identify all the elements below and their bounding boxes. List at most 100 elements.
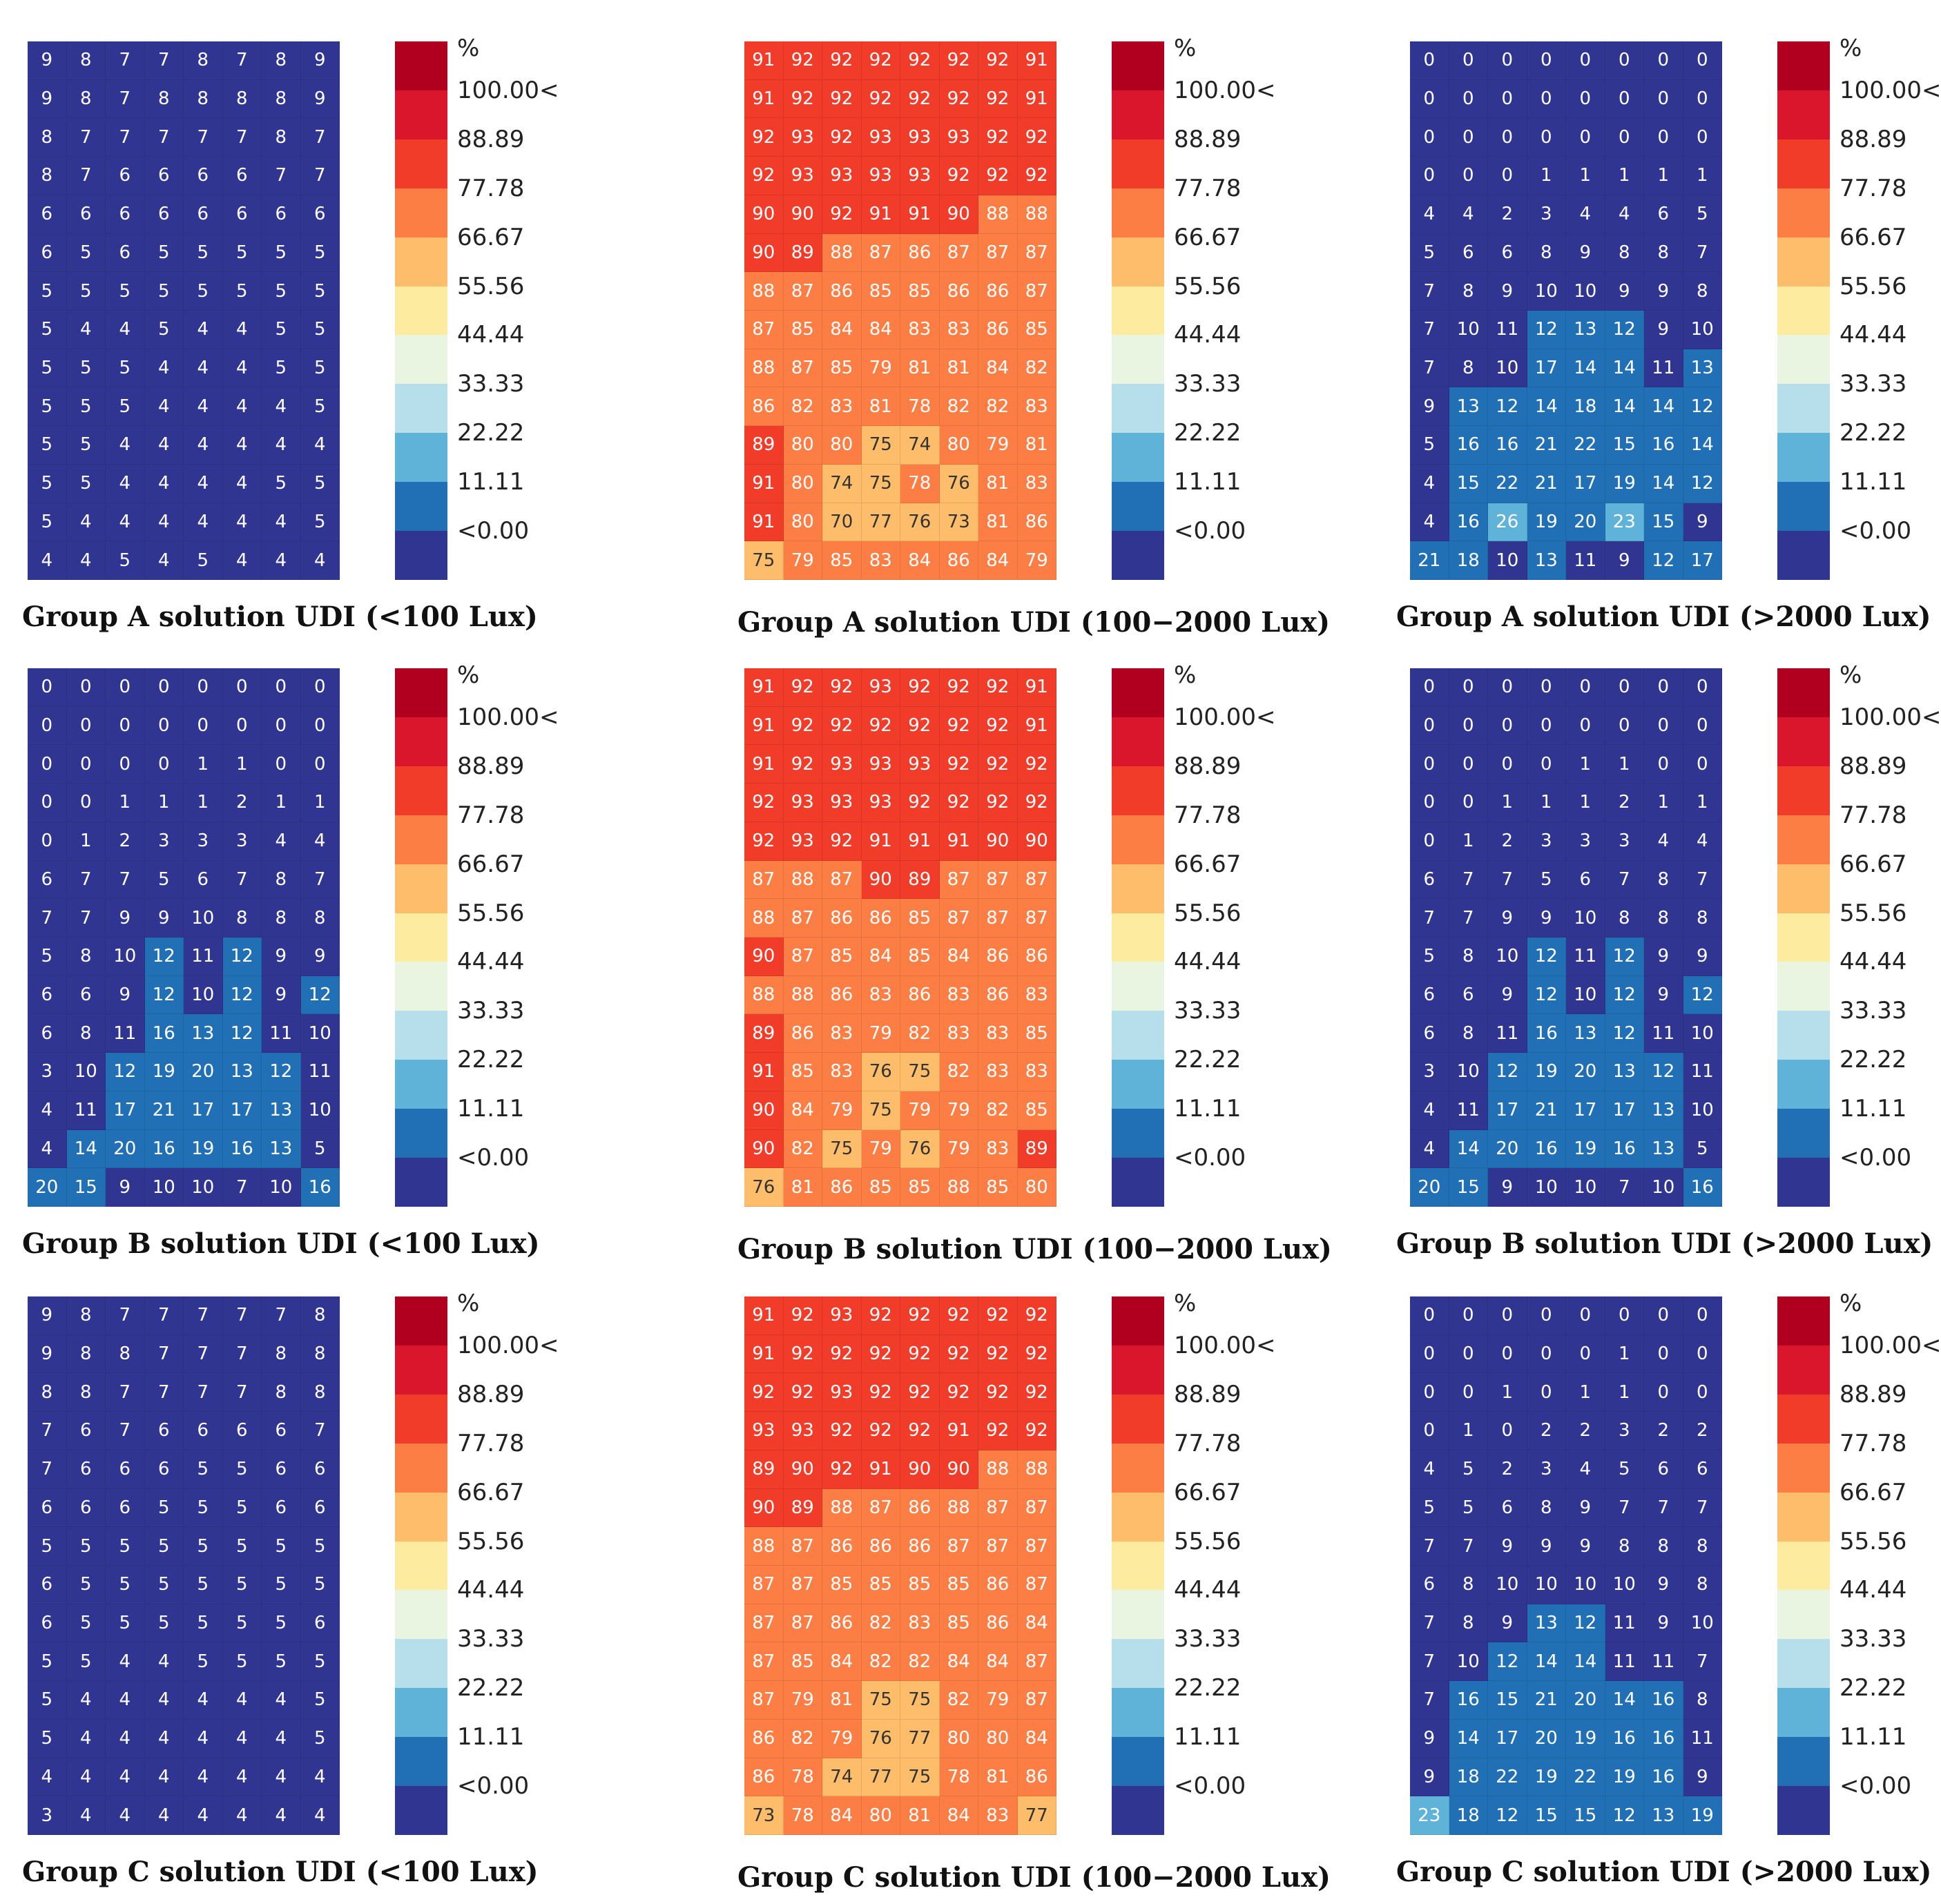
heatmap-cell: 0 xyxy=(1527,118,1566,157)
heatmap-cell: 15 xyxy=(1449,464,1488,503)
heatmap-cell: 16 xyxy=(1449,426,1488,465)
heatmap-cell: 86 xyxy=(822,899,862,938)
heatmap-cell: 5 xyxy=(106,272,145,311)
heatmap-cell: 86 xyxy=(822,975,862,1015)
heatmap-cell: 5 xyxy=(300,311,340,349)
legend-swatch xyxy=(1777,237,1830,287)
heatmap-cell: 87 xyxy=(744,1604,784,1643)
heatmap-cell: 6 xyxy=(144,1450,184,1489)
heatmap-cell: 75 xyxy=(900,1758,940,1797)
heatmap-cell: 84 xyxy=(978,1642,1018,1682)
heatmap-cell: 81 xyxy=(900,349,940,388)
heatmap-cell: 5 xyxy=(144,1566,184,1604)
heatmap-cell: 5 xyxy=(66,349,106,388)
legend-tick-label: 66.67 xyxy=(1174,850,1242,878)
heatmap-cell: 5 xyxy=(28,1642,67,1682)
legend-tick-label: 100.00< xyxy=(457,1331,559,1359)
heatmap-cell: 4 xyxy=(262,1719,301,1758)
heatmap-cell: 82 xyxy=(783,387,822,427)
legend-tick-label: 11.11 xyxy=(1839,1723,1907,1751)
heatmap-cell: 4 xyxy=(184,1719,223,1758)
heatmap-cell: 6 xyxy=(184,860,223,900)
heatmap-cell: 1 xyxy=(144,784,184,822)
heatmap-cell: 82 xyxy=(861,1642,900,1682)
heatmap-cell: 0 xyxy=(1644,745,1683,784)
heatmap-cell: 5 xyxy=(144,233,184,273)
heatmap-cell: 79 xyxy=(783,541,822,580)
heatmap-cell: 4 xyxy=(262,1681,301,1720)
heatmap-cell: 5 xyxy=(1683,195,1722,234)
heatmap-cell: 85 xyxy=(861,1168,900,1207)
heatmap-cell: 9 xyxy=(1605,541,1644,580)
heatmap-cell: 90 xyxy=(1017,822,1056,861)
legend-swatch xyxy=(1112,41,1164,91)
heatmap-cell: 4 xyxy=(184,503,223,542)
heatmap-cell: 17 xyxy=(222,1091,262,1130)
heatmap-cell: 5 xyxy=(1527,860,1566,900)
legend-tick-label: 66.67 xyxy=(1174,1478,1242,1506)
heatmap-cell: 91 xyxy=(939,822,978,861)
heatmap-cell: 86 xyxy=(978,272,1018,311)
heatmap-cell: 5 xyxy=(300,272,340,311)
heatmap-cell: 5 xyxy=(262,1527,301,1566)
heatmap-cell: 87 xyxy=(939,233,978,273)
legend-tick-label: 88.89 xyxy=(1174,125,1242,153)
legend-swatch xyxy=(1112,1158,1164,1207)
heatmap-cell: 2 xyxy=(1644,1412,1683,1450)
heatmap-cell: 0 xyxy=(1410,668,1449,707)
heatmap-cell: 4 xyxy=(144,464,184,503)
heatmap-cell: 5 xyxy=(66,1527,106,1566)
legend-swatch xyxy=(1112,531,1164,581)
heatmap-cell: 16 xyxy=(144,1014,184,1053)
heatmap-cell: 84 xyxy=(939,938,978,976)
heatmap-cell: 3 xyxy=(222,822,262,861)
heatmap-cell: 9 xyxy=(1566,1488,1605,1528)
heatmap-cell: 92 xyxy=(861,706,900,746)
legend-tick-label: 11.11 xyxy=(1174,468,1242,496)
heatmap-cell: 4 xyxy=(184,1796,223,1835)
heatmap-cell: 16 xyxy=(1488,426,1527,465)
heatmap-cell: 8 xyxy=(1527,1488,1566,1528)
legend-tick-label: 44.44 xyxy=(1839,1576,1907,1604)
heatmap-cell: 20 xyxy=(1527,1719,1566,1758)
heatmap-cell: 85 xyxy=(939,1566,978,1604)
heatmap-cell: 91 xyxy=(1017,79,1056,119)
heatmap-cell: 8 xyxy=(262,41,301,80)
heatmap-cell: 92 xyxy=(822,79,862,119)
heatmap-cell: 70 xyxy=(822,503,862,542)
legend-tick-label: 11.11 xyxy=(1839,468,1907,496)
heatmap-cell: 1 xyxy=(1488,784,1527,822)
heatmap-grid: 91 92 93 92 92 92 92 92 91 92 92 92 92 92 92 92 92 92 93 92… xyxy=(744,1296,1056,1835)
heatmap-cell: 88 xyxy=(978,195,1018,234)
heatmap-cell: 9 xyxy=(1683,503,1722,542)
heatmap-cell: 4 xyxy=(1683,822,1722,861)
heatmap-cell: 5 xyxy=(66,1604,106,1643)
heatmap-cell: 86 xyxy=(1017,938,1056,976)
heatmap-cell: 92 xyxy=(822,822,862,861)
heatmap-cell: 92 xyxy=(1017,745,1056,784)
heatmap-cell: 1 xyxy=(1644,157,1683,195)
heatmap-cell: 9 xyxy=(1410,1719,1449,1758)
heatmap-cell: 81 xyxy=(978,464,1018,503)
heatmap-cell: 93 xyxy=(861,784,900,822)
heatmap-cell: 9 xyxy=(300,938,340,976)
heatmap-cell: 1 xyxy=(1566,745,1605,784)
legend-tick-label: 100.00< xyxy=(1174,76,1276,104)
heatmap-cell: 8 xyxy=(28,1373,67,1412)
heatmap-cell: 11 xyxy=(1488,311,1527,349)
heatmap-cell: 21 xyxy=(1527,426,1566,465)
heatmap-cell: 14 xyxy=(1644,464,1683,503)
heatmap-cell: 0 xyxy=(1449,118,1488,157)
heatmap-panel: 91 92 92 92 92 92 92 91 91 92 92 92 92 92 92 91 92 93 92 93… xyxy=(731,21,1330,649)
heatmap-cell: 10 xyxy=(144,1168,184,1207)
heatmap-cell: 0 xyxy=(1449,79,1488,119)
heatmap-cell: 1 xyxy=(106,784,145,822)
heatmap-cell: 87 xyxy=(939,860,978,900)
heatmap-cell: 9 xyxy=(1488,975,1527,1015)
heatmap-cell: 0 xyxy=(1605,1296,1644,1335)
heatmap-cell: 81 xyxy=(783,1168,822,1207)
heatmap-cell: 1 xyxy=(262,784,301,822)
heatmap-cell: 85 xyxy=(783,1053,822,1091)
heatmap-cell: 83 xyxy=(978,1053,1018,1091)
